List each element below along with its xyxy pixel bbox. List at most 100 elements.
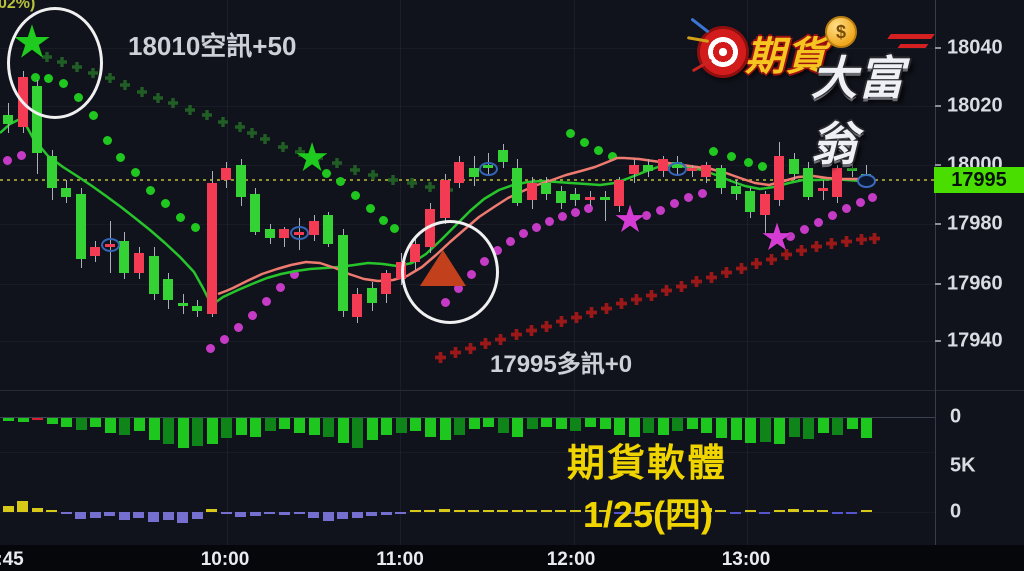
volume-bar: [90, 418, 102, 427]
candle-down: [264, 229, 275, 239]
bias-indicator-bar: [118, 512, 130, 520]
time-axis[interactable]: [0, 545, 1024, 571]
band-cross-red: [601, 303, 612, 314]
candle-up: [832, 167, 843, 198]
sar-dot-magenta: [670, 199, 679, 208]
sar-dot-magenta: [571, 208, 580, 217]
bias-indicator-bar: [526, 510, 538, 512]
sar-dot-magenta: [206, 344, 215, 353]
volume-bar: [483, 418, 495, 427]
volume-bar: [846, 418, 858, 429]
band-cross-red: [586, 307, 597, 318]
bias-indicator-bar: [17, 501, 29, 512]
volume-bar: [541, 418, 553, 427]
bias-indicator-bar: [671, 509, 683, 512]
volume-bar: [774, 418, 786, 444]
bias-indicator-bar: [162, 512, 174, 520]
bias-indicator-bar: [177, 512, 189, 523]
volume-bar: [497, 418, 509, 433]
candle-down: [541, 182, 552, 195]
dart-icon: [690, 17, 710, 34]
volume-bar: [75, 418, 87, 430]
bias-indicator-bar: [846, 512, 858, 514]
order-marker-icon: [668, 161, 688, 176]
band-cross-green: [332, 158, 342, 168]
candle-down: [788, 159, 799, 174]
sar-dot-green: [390, 224, 399, 233]
band-cross-red: [661, 285, 672, 296]
band-cross-red: [736, 263, 747, 274]
candle-down: [366, 288, 377, 303]
band-cross-red: [495, 334, 506, 345]
volume-bar: [133, 418, 145, 431]
volume-bar: [177, 418, 189, 448]
time-axis-label: :45: [0, 549, 24, 570]
bias-indicator-bar: [468, 510, 480, 512]
bias-indicator-bar: [802, 510, 814, 512]
sar-dot-green: [146, 186, 155, 195]
bias-indicator-bar: [249, 512, 261, 516]
band-cross-green: [260, 134, 270, 144]
band-cross-green: [350, 165, 360, 175]
band-cross-red: [721, 267, 732, 278]
bias-indicator-bar: [497, 510, 509, 512]
short-signal-star-icon: ★: [294, 135, 330, 181]
volume-bar: [803, 418, 815, 439]
candle-down: [846, 167, 857, 171]
volume-axis-label: 0: [950, 500, 962, 523]
candle-down: [643, 165, 654, 171]
candle-down: [235, 165, 246, 198]
bias-indicator-bar: [424, 510, 436, 512]
band-cross-green: [185, 105, 195, 115]
volume-bar: [192, 418, 204, 446]
highlight-circle: [7, 7, 103, 119]
band-cross-red: [450, 347, 461, 358]
band-cross-green: [278, 142, 288, 152]
volume-bar: [323, 418, 335, 437]
candle-down: [75, 194, 86, 259]
bias-indicator-bar: [715, 510, 727, 512]
volume-bar: [788, 418, 800, 437]
volume-bar: [308, 418, 320, 435]
volume-bar: [657, 418, 669, 435]
band-cross-red: [706, 272, 717, 283]
candle-down: [46, 156, 57, 189]
percent-change-partial-label: 02%): [0, 0, 36, 12]
indicator-zero-line: [0, 512, 935, 513]
bias-indicator-bar: [148, 512, 159, 522]
candle-up: [454, 162, 465, 183]
volume-bar: [701, 418, 713, 433]
candle-down: [555, 191, 566, 204]
bias-indicator-bar: [540, 510, 552, 512]
order-marker-icon: [290, 226, 309, 241]
volume-bar: [715, 418, 727, 438]
sar-dot-green: [176, 213, 185, 222]
volume-bar: [381, 418, 393, 435]
band-cross-red: [511, 329, 522, 340]
bias-indicator-bar: [453, 510, 465, 512]
candle-down: [512, 167, 523, 204]
sar-dot-magenta: [842, 204, 851, 213]
order-marker-icon: [857, 173, 877, 188]
bias-indicator-bar: [584, 510, 596, 512]
sar-dot-green: [191, 223, 200, 232]
band-cross-green: [105, 73, 115, 83]
volume-zero-line: [0, 417, 935, 418]
volume-bar: [585, 418, 596, 427]
volume-bar: [366, 418, 378, 440]
bias-indicator-bar: [380, 512, 392, 515]
candle-down: [730, 185, 741, 195]
volume-bar: [599, 418, 611, 429]
price-tick: [935, 340, 941, 342]
candle-up: [279, 229, 290, 239]
price-axis-label: 17960: [947, 272, 1003, 295]
sar-dot-green: [161, 199, 170, 208]
volume-bar: [17, 418, 29, 422]
candle-down: [803, 167, 814, 198]
candle-up: [308, 220, 319, 236]
bias-indicator-bar: [235, 512, 247, 517]
candle-up: [352, 293, 363, 318]
price-tick: [935, 283, 941, 285]
volume-bar: [148, 418, 160, 440]
candle-down: [497, 150, 508, 163]
